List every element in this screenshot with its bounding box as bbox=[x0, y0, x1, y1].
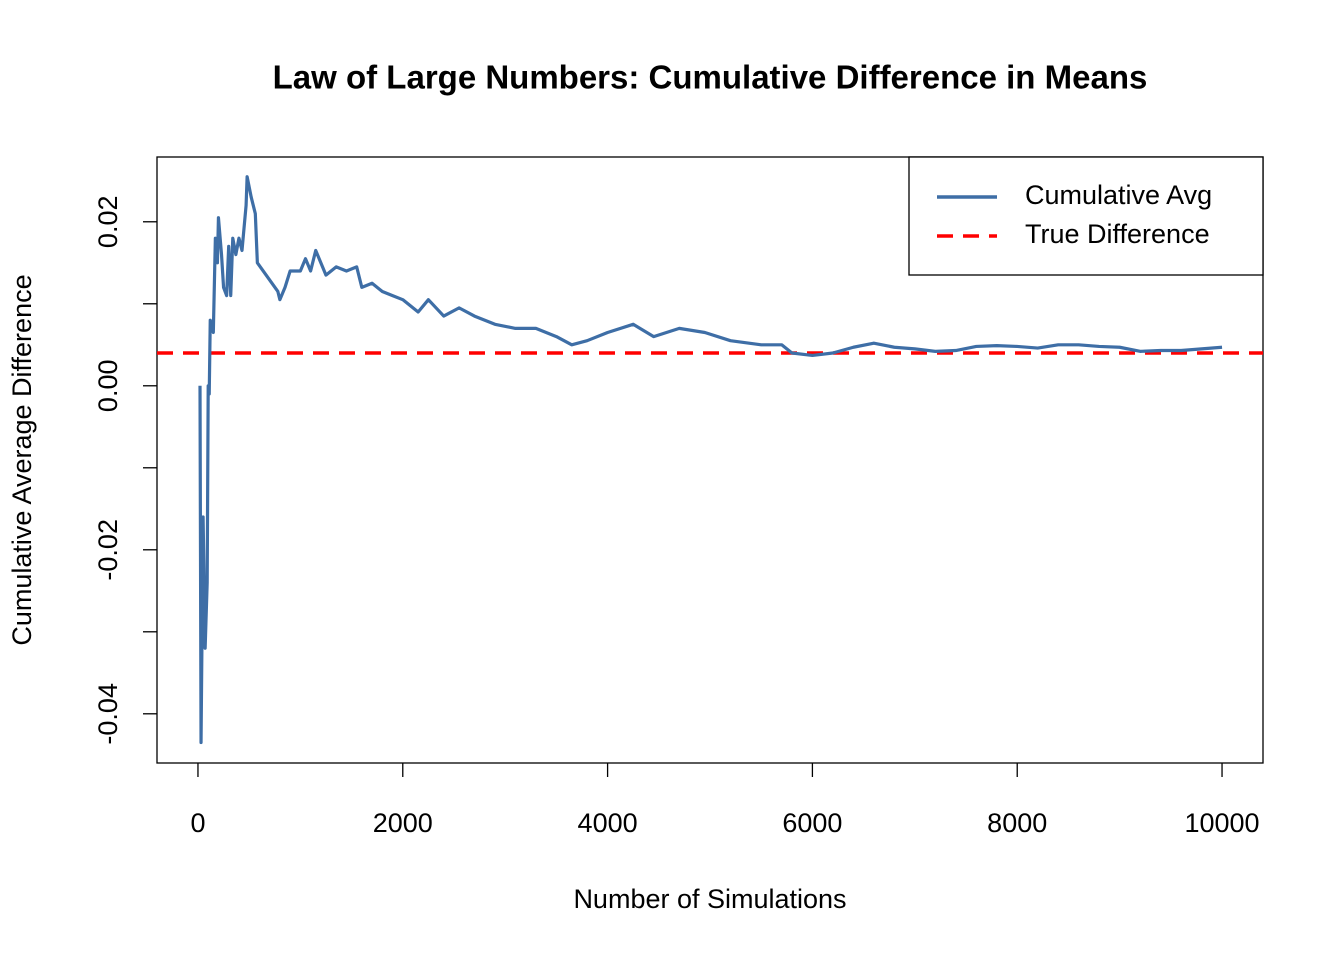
plot-frame bbox=[156, 156, 1264, 764]
y-tick-label: -0.02 bbox=[93, 519, 123, 581]
x-tick-label: 10000 bbox=[1184, 808, 1259, 838]
x-tick-label: 0 bbox=[190, 808, 205, 838]
x-axis-label: Number of Simulations bbox=[573, 884, 846, 914]
x-tick-label: 8000 bbox=[987, 808, 1047, 838]
legend-frame bbox=[908, 156, 1264, 276]
y-axis-label: Cumulative Average Difference bbox=[7, 274, 37, 645]
y-tick-label: -0.04 bbox=[93, 683, 123, 745]
x-tick-label: 4000 bbox=[578, 808, 638, 838]
y-tick-label: 0.02 bbox=[93, 196, 123, 249]
x-tick-label: 2000 bbox=[373, 808, 433, 838]
legend-label: Cumulative Avg bbox=[1025, 180, 1212, 210]
data-line bbox=[198, 175, 1223, 745]
legend-label: True Difference bbox=[1025, 219, 1210, 249]
y-tick-label: 0.00 bbox=[93, 360, 123, 413]
x-tick-label: 6000 bbox=[782, 808, 842, 838]
plot-area bbox=[157, 175, 1263, 745]
chart-title: Law of Large Numbers: Cumulative Differe… bbox=[273, 59, 1148, 96]
